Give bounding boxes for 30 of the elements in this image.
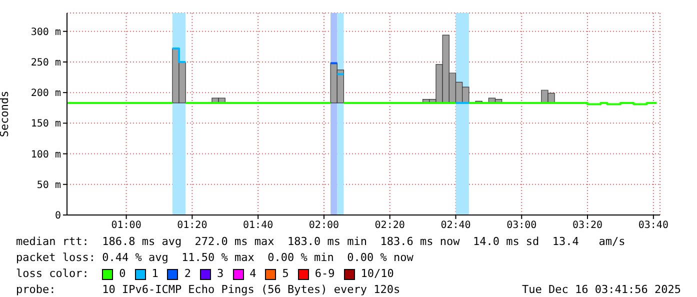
x-tick-label: 01:40 [243,220,274,232]
x-tick-label: 03:00 [506,220,537,232]
legend-label: 5 [282,266,289,282]
legend-label: 3 [216,266,224,282]
y-tick-label: 300 m [30,26,61,38]
text: median rtt: 186.8 ms avg 272.0 ms max 183.0 ms min 183.6 ms now 14.0 ms sd 13.4 am/s [16,234,626,250]
x-tick-label: 03:40 [638,220,668,232]
x-tick-label: 01:00 [111,220,142,232]
legend-label: 4 [250,266,256,282]
x-tick-label: 03:20 [572,220,603,232]
x-tick-label: 02:40 [440,220,471,232]
y-tick-label: 100 m [30,149,61,160]
x-tick-label: 02:00 [308,220,340,232]
legend-label: 10/10 [360,266,394,282]
y-tick-label: 50 m [36,180,61,191]
legend-label: 1 [152,266,158,282]
legend-title: loss color: [16,266,90,282]
text: packet loss: 0.44 % avg 11.50 % max 0.00 % min 0.00 % now [16,250,414,266]
legend-label: 6-9 [314,266,335,282]
y-tick-label: 0 [54,210,61,222]
x-tick-label: 01:20 [177,220,208,232]
x-tick-label: 02:20 [374,220,405,232]
y-tick-label: 200 m [30,88,61,100]
text: Tue Dec 16 03:41:56 2025 [522,282,681,297]
text: probe: 10 IPv6-ICMP Echo Pings (56 Bytes) every 120s [16,282,400,297]
y-tick-label: 250 m [30,58,61,69]
legend-label: 2 [184,266,191,282]
y-axis-title: Seconds [0,90,11,138]
y-tick-label: 150 m [30,118,61,130]
legend-label: 0 [119,266,126,282]
